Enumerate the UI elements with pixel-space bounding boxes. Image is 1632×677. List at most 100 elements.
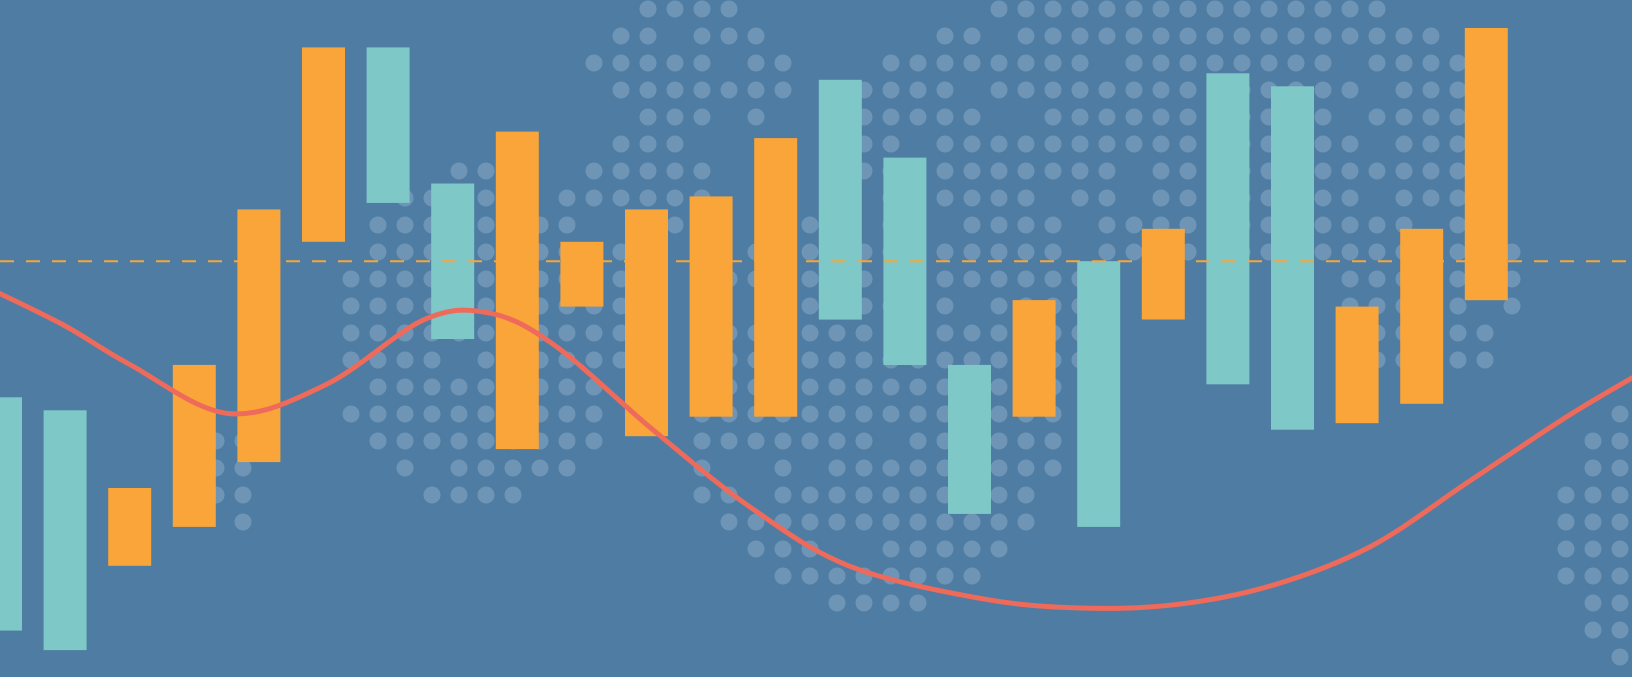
map-dot — [936, 270, 954, 288]
map-dot — [558, 405, 576, 423]
map-dot — [1017, 513, 1035, 531]
map-dot — [990, 486, 1008, 504]
map-dot — [1314, 81, 1332, 99]
map-dot — [1449, 108, 1467, 126]
map-dot — [342, 297, 360, 315]
bar-up — [754, 138, 798, 417]
map-dot — [1017, 54, 1035, 72]
map-dot — [1341, 189, 1359, 207]
map-dot — [1557, 567, 1575, 585]
map-dot — [990, 270, 1008, 288]
map-dot — [801, 567, 819, 585]
map-dot — [1422, 54, 1440, 72]
map-dot — [774, 459, 792, 477]
map-dot — [1395, 108, 1413, 126]
map-dot — [747, 27, 765, 45]
map-dot — [936, 81, 954, 99]
map-dot — [1125, 216, 1143, 234]
map-dot — [1476, 324, 1494, 342]
map-dot — [909, 81, 927, 99]
map-dot — [1098, 27, 1116, 45]
trend-curve — [0, 291, 1632, 611]
map-dot — [423, 405, 441, 423]
map-dot — [936, 567, 954, 585]
map-dot — [720, 81, 738, 99]
map-dot — [828, 432, 846, 450]
bar-down — [948, 364, 991, 514]
map-dot — [1611, 648, 1629, 666]
map-dot — [1260, 27, 1278, 45]
map-dot — [1071, 81, 1089, 99]
map-dot — [855, 459, 873, 477]
map-dot — [612, 27, 630, 45]
map-dot — [1341, 0, 1359, 18]
map-dot — [1098, 135, 1116, 153]
map-dot — [828, 594, 846, 612]
map-dot — [882, 81, 900, 99]
map-dot — [1341, 162, 1359, 180]
map-dot — [342, 324, 360, 342]
map-dot — [639, 108, 657, 126]
map-dot — [1071, 135, 1089, 153]
map-dot — [828, 513, 846, 531]
map-dot — [963, 135, 981, 153]
map-dot — [477, 243, 495, 261]
map-dot — [747, 513, 765, 531]
map-dot — [1044, 27, 1062, 45]
map-dot — [990, 513, 1008, 531]
map-dot — [666, 162, 684, 180]
map-dot — [666, 189, 684, 207]
map-dot — [1152, 162, 1170, 180]
map-dot — [1449, 297, 1467, 315]
map-dot — [1152, 54, 1170, 72]
map-dot — [1611, 459, 1629, 477]
map-dot — [1071, 54, 1089, 72]
bar-down — [366, 47, 410, 203]
map-dot — [1044, 432, 1062, 450]
map-dot — [396, 216, 414, 234]
map-dot — [477, 405, 495, 423]
map-dot — [963, 324, 981, 342]
map-dot — [1476, 351, 1494, 369]
map-dot — [369, 270, 387, 288]
bar-up — [689, 196, 733, 417]
bar-up — [237, 209, 281, 463]
map-dot — [1206, 54, 1224, 72]
map-dot — [1125, 135, 1143, 153]
bar-up — [108, 488, 152, 566]
map-dot — [531, 459, 549, 477]
map-dot — [504, 486, 522, 504]
map-dot — [1395, 162, 1413, 180]
map-dot — [1044, 135, 1062, 153]
map-dot — [801, 324, 819, 342]
map-dot — [666, 216, 684, 234]
map-dot — [1449, 162, 1467, 180]
map-dot — [990, 81, 1008, 99]
map-dot — [1179, 162, 1197, 180]
map-dot — [1260, 0, 1278, 18]
map-dot — [639, 135, 657, 153]
map-dot — [936, 189, 954, 207]
map-dot — [1611, 540, 1629, 558]
map-dot — [1233, 27, 1251, 45]
map-dot — [1098, 162, 1116, 180]
map-dot — [423, 378, 441, 396]
map-dot — [909, 54, 927, 72]
map-dot — [855, 594, 873, 612]
map-dot — [558, 216, 576, 234]
map-dot — [1584, 459, 1602, 477]
map-dot — [882, 135, 900, 153]
map-dot — [882, 513, 900, 531]
map-dot — [423, 486, 441, 504]
bar-up — [625, 209, 668, 437]
map-dot — [1233, 0, 1251, 18]
map-dot — [1611, 621, 1629, 639]
map-dot — [936, 297, 954, 315]
map-dot — [1395, 135, 1413, 153]
map-dot — [1422, 135, 1440, 153]
map-dot — [990, 54, 1008, 72]
map-dot — [1368, 54, 1386, 72]
map-dot — [909, 513, 927, 531]
map-dot — [639, 162, 657, 180]
